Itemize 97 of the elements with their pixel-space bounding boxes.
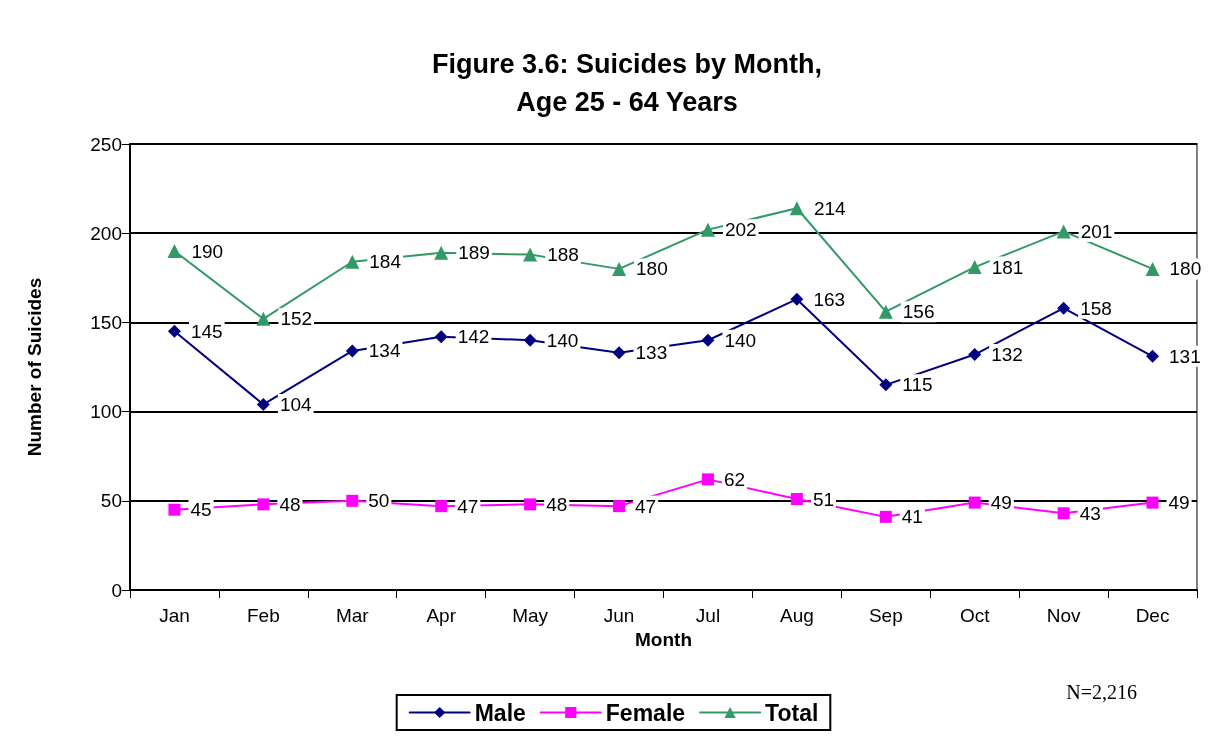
data-label: 202 [724, 219, 757, 241]
x-tick-label: May [512, 605, 549, 626]
data-label: 152 [280, 308, 313, 330]
x-tick-label: Jan [159, 605, 190, 626]
data-label: 41 [901, 506, 923, 528]
x-tick-label: Apr [426, 605, 457, 626]
data-label: 184 [369, 251, 402, 273]
text: N=2,216 [1066, 681, 1138, 703]
data-label: 140 [546, 329, 579, 351]
y-tick-label: 200 [90, 222, 122, 244]
point [523, 247, 538, 262]
data-label: 180 [1169, 258, 1202, 280]
point [168, 503, 181, 516]
data-label: 47 [635, 495, 657, 517]
data-label: 47 [457, 495, 479, 517]
x-tick-label: Mar [335, 605, 370, 626]
point [701, 333, 715, 347]
point [523, 333, 537, 347]
data-label: 104 [279, 393, 313, 415]
point [968, 496, 981, 509]
chart-title: Figure 3.6: Suicides by Month, Age 25 - 64 Years [431, 49, 823, 117]
x-axis-title: Month [635, 628, 692, 650]
point [612, 346, 626, 360]
point [1057, 507, 1070, 520]
point [345, 344, 359, 358]
data-label: 43 [1079, 502, 1101, 524]
x-tick-label: Jun [603, 605, 635, 626]
point [1146, 349, 1160, 363]
data-label: 132 [991, 344, 1023, 366]
point [1057, 301, 1071, 315]
y-axis-title: Number of Suicides [24, 277, 45, 457]
legend-label: Total [765, 699, 819, 726]
point [789, 201, 804, 216]
y-tick-label: 100 [90, 401, 122, 423]
x-tick-label: Oct [959, 605, 991, 626]
point [345, 254, 360, 269]
point [167, 244, 182, 259]
legend-label: Male [474, 699, 526, 726]
point [524, 498, 537, 511]
point [968, 348, 982, 362]
data-label: 140 [724, 329, 757, 351]
data-label: 158 [1080, 297, 1112, 319]
data-label: 49 [990, 492, 1012, 514]
point [701, 473, 714, 486]
point [790, 292, 804, 306]
point [967, 260, 982, 275]
data-label: 50 [368, 490, 390, 512]
data-label: 62 [723, 468, 746, 490]
data-label: 133 [635, 342, 668, 364]
data-label: 115 [902, 374, 933, 396]
data-label: 201 [1080, 220, 1113, 242]
point [256, 397, 270, 411]
data-label: 134 [368, 340, 401, 362]
point [346, 494, 359, 507]
data-label: 48 [279, 493, 301, 515]
point [435, 500, 448, 513]
y-tick-label: 0 [111, 579, 122, 601]
point [700, 222, 715, 237]
point [167, 324, 181, 338]
point [256, 311, 271, 326]
point [1146, 496, 1159, 509]
point [613, 500, 626, 513]
y-tick-label: 150 [90, 311, 122, 333]
x-tick-label: Jul [695, 605, 721, 626]
point [790, 493, 803, 506]
data-label: 49 [1168, 492, 1190, 514]
point [612, 261, 627, 276]
data-label: 48 [546, 493, 568, 515]
point [1056, 224, 1071, 239]
point [1145, 261, 1160, 276]
point [257, 498, 270, 511]
data-label: 131 [1169, 345, 1201, 367]
x-tick-label: Feb [247, 605, 280, 626]
data-label: 188 [547, 244, 579, 266]
data-label: 156 [902, 301, 935, 323]
x-tick-label: Aug [779, 605, 814, 626]
data-label: 181 [991, 256, 1024, 278]
point [879, 378, 893, 392]
point [434, 330, 448, 344]
data-label: 214 [813, 197, 847, 219]
point [434, 245, 449, 260]
data-label: 190 [191, 240, 224, 262]
data-label: 180 [636, 258, 668, 280]
point [879, 510, 892, 523]
x-tick-label: Dec [1135, 605, 1170, 626]
legend-label: Female [605, 699, 686, 726]
y-tick-label: 250 [90, 133, 122, 155]
x-tick-label: Nov [1046, 605, 1082, 626]
data-label: 189 [458, 242, 490, 264]
data-label: 142 [457, 326, 490, 348]
x-tick-label: Sep [868, 605, 903, 626]
data-label: 163 [813, 288, 846, 310]
y-tick-label: 50 [100, 490, 122, 512]
point [878, 304, 893, 319]
data-label: 45 [190, 499, 212, 521]
data-label: 145 [190, 320, 223, 342]
data-label: 51 [812, 488, 835, 510]
